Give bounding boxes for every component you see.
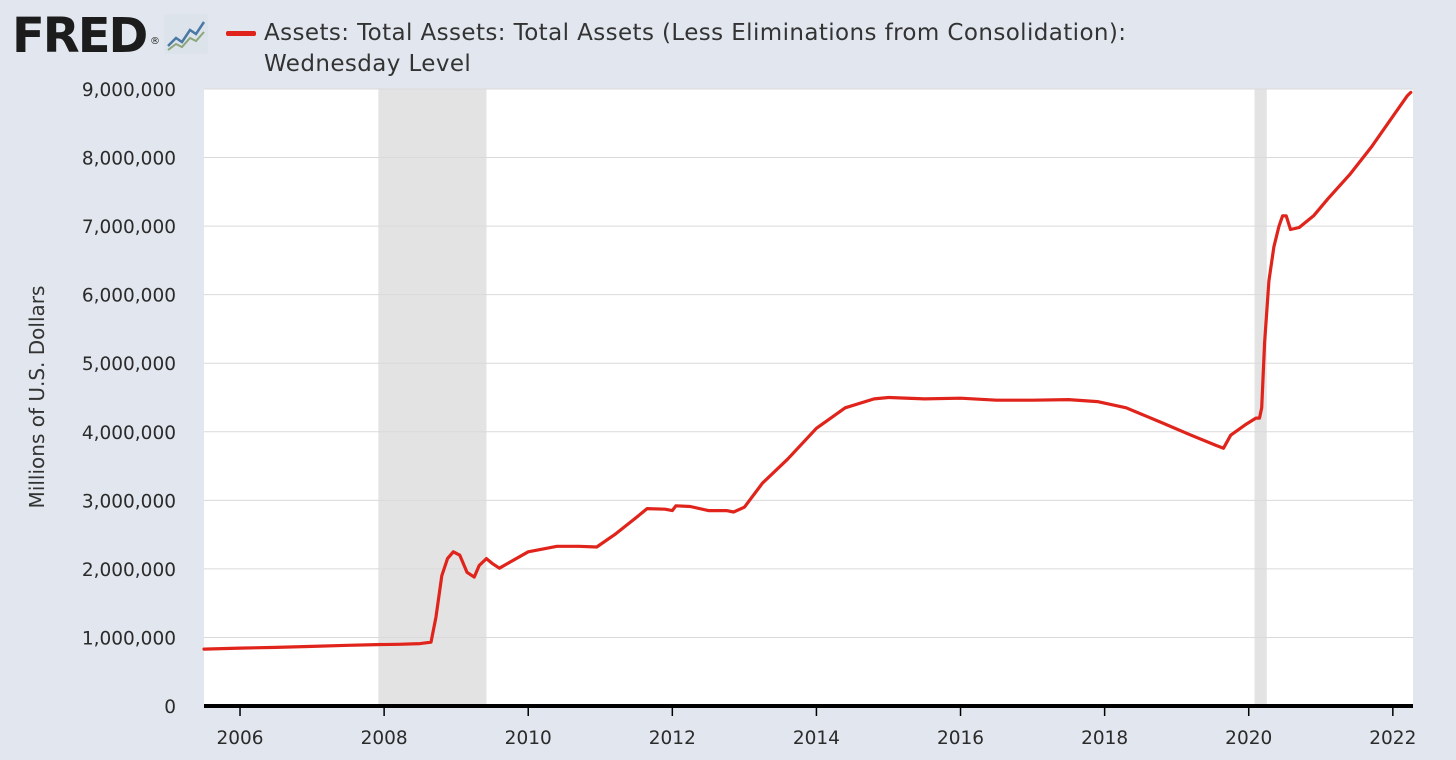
- recession-shading: [378, 89, 1267, 706]
- y-tick-label: 0: [164, 697, 176, 718]
- y-tick-label: 1,000,000: [82, 628, 176, 649]
- series-line-0: [202, 90, 1413, 651]
- fred-logo[interactable]: FRED: [12, 8, 148, 64]
- x-tick-label: 2022: [1369, 728, 1416, 749]
- x-tick-label: 2020: [1225, 728, 1272, 749]
- x-tick-label: 2016: [937, 728, 984, 749]
- recession-band-0: [378, 89, 487, 706]
- y-axis-label: Millions of U.S. Dollars: [25, 286, 49, 509]
- x-tick-label: 2014: [793, 728, 840, 749]
- series-group: [202, 90, 1413, 651]
- gridlines: [204, 88, 1413, 638]
- x-tick-label: 2018: [1081, 728, 1128, 749]
- x-tick-label: 2012: [649, 728, 696, 749]
- y-tick-label: 9,000,000: [82, 80, 176, 101]
- y-tick-label: 5,000,000: [82, 354, 176, 375]
- legend-series-label[interactable]: Assets: Total Assets: Total Assets (Less…: [264, 20, 1127, 77]
- y-tick-label: 3,000,000: [82, 491, 176, 512]
- y-tick-label: 2,000,000: [82, 560, 176, 581]
- y-tick-label: 6,000,000: [82, 286, 176, 307]
- y-tick-label: 4,000,000: [82, 423, 176, 444]
- y-axis-ticks: 0 1,000,000 2,000,000 3,000,000 4,000,000 5,0…: [82, 80, 176, 718]
- x-tick-label: 2010: [505, 728, 552, 749]
- registered-mark: ®: [150, 36, 160, 47]
- x-tick-label: 2006: [216, 728, 263, 749]
- legend-swatch: [226, 31, 256, 36]
- y-tick-label: 7,000,000: [82, 217, 176, 238]
- fred-graph-icon: [164, 14, 208, 54]
- x-tick-label: 2008: [361, 728, 408, 749]
- chart-header: FRED ® Assets: Total Assets: Total Asset…: [0, 0, 1456, 88]
- y-tick-label: 8,000,000: [82, 149, 176, 170]
- x-axis-ticks: 2006 2008 2010 2012 2014 2016 2018 2020 2022: [216, 706, 1416, 749]
